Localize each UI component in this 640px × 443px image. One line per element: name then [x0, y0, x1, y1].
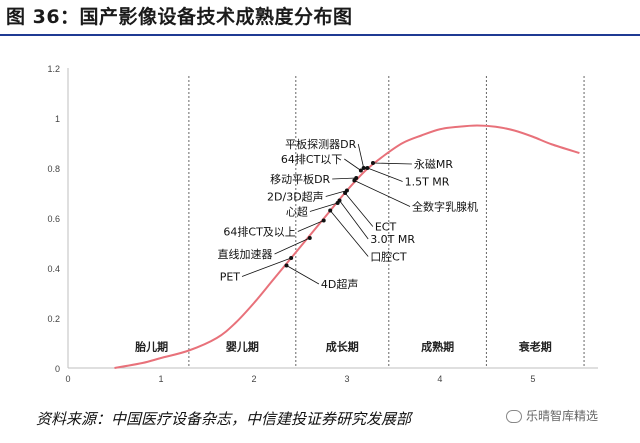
- x-tick-label: 3: [344, 374, 349, 384]
- device-leader-line: [372, 162, 412, 165]
- axes-group: 0 0.2 0.4 0.6 0.8 1 1.2 0 1 2 3 4 5: [47, 64, 598, 384]
- watermark: 乐晴智库精选: [506, 407, 598, 424]
- device-point: [337, 198, 342, 203]
- device-point: [365, 166, 370, 170]
- device-point: [321, 218, 326, 223]
- y-tick-label: 0.2: [47, 314, 60, 324]
- device-label: ECT: [375, 221, 397, 234]
- x-tick-label: 2: [251, 374, 256, 384]
- device-point: [352, 178, 357, 183]
- device-label: 1.5T MR: [405, 176, 450, 189]
- device-point: [328, 208, 333, 213]
- phase-label: 成长期: [326, 340, 359, 354]
- maturity-chart: 00.20.40.60.811.20 1 2 3 4 5 胎儿期 婴儿期 成长期 成熟期 衰老期 …: [47, 64, 598, 384]
- maturity-curve: [114, 124, 580, 369]
- device-point: [307, 236, 312, 240]
- device-leader-line: [344, 158, 362, 171]
- phase-group: 胎儿期 婴儿期 成长期 成熟期 衰老期: [134, 76, 585, 368]
- device-leader-line: [367, 167, 403, 182]
- device-label: 64排CT以下: [281, 152, 342, 166]
- device-label: 平板探测器DR: [285, 137, 356, 151]
- device-leader-line: [325, 190, 348, 197]
- device-point: [343, 191, 348, 195]
- device-label: 心超: [286, 205, 308, 219]
- device-label: 3.0T MR: [370, 233, 415, 246]
- device-point: [289, 256, 294, 260]
- y-tick-label: 0.6: [47, 214, 60, 224]
- device-label: 永磁MR: [414, 157, 453, 171]
- title-divider: [0, 34, 640, 36]
- device-label: 口腔CT: [370, 250, 407, 264]
- device-leader-line: [339, 200, 369, 240]
- y-tick-label: 0.8: [47, 164, 60, 174]
- device-label: 移动平板DR: [270, 172, 330, 186]
- device-point: [370, 161, 375, 165]
- device-leader-line: [332, 177, 357, 180]
- curve-group: [114, 124, 580, 369]
- device-leader-line: [357, 143, 365, 169]
- phase-label: 衰老期: [518, 340, 552, 354]
- chat-bubble-icon: [506, 410, 522, 423]
- device-label: 全数字乳腺机: [412, 200, 478, 214]
- device-leader-line: [354, 180, 411, 207]
- y-tick-label: 0.4: [47, 264, 60, 274]
- device-leader-line: [274, 237, 310, 255]
- y-tick-label: 1.2: [47, 64, 60, 74]
- x-tick-label: 1: [158, 374, 163, 384]
- figure-title: 图 36：国产影像设备技术成熟度分布图: [6, 6, 353, 28]
- device-point: [361, 166, 366, 170]
- phase-label: 胎儿期: [134, 340, 168, 354]
- device-leader-line: [241, 257, 292, 277]
- device-leader-line: [297, 220, 324, 232]
- device-point: [284, 263, 289, 268]
- x-tick-label: 0: [65, 374, 70, 384]
- source-note: 资料来源：中国医疗设备杂志，中信建投证券研究发展部: [36, 410, 412, 428]
- watermark-text: 乐晴智库精选: [526, 409, 599, 423]
- device-leader-line: [309, 202, 338, 212]
- device-leader-line: [286, 265, 320, 285]
- device-label: 2D/3D超声: [267, 190, 324, 204]
- device-label: 4D超声: [321, 277, 358, 291]
- device-leader-line: [329, 210, 369, 257]
- x-tick-label: 5: [530, 374, 535, 384]
- device-point: [358, 168, 363, 173]
- phase-label: 婴儿期: [226, 340, 259, 354]
- device-label: PET: [220, 271, 241, 284]
- device-label: 直线加速器: [218, 247, 273, 261]
- phase-label: 成熟期: [421, 340, 454, 354]
- x-tick-label: 4: [437, 374, 442, 384]
- device-leader-line: [344, 192, 374, 227]
- y-tick-label: 0: [55, 364, 60, 374]
- device-label: 64排CT及以上: [223, 225, 295, 239]
- y-tick-label: 1: [55, 114, 60, 124]
